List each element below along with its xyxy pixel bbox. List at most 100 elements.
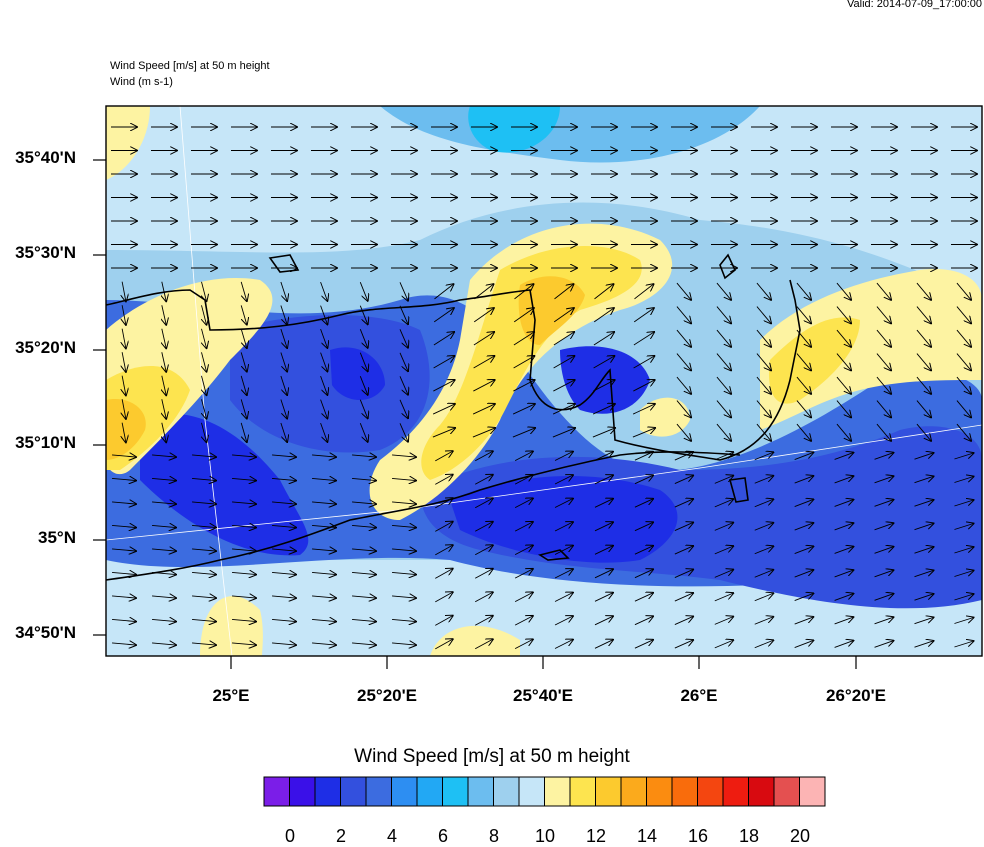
wind-arrow	[954, 453, 973, 460]
wind-arrow	[956, 282, 971, 300]
colorbar-swatch	[722, 776, 749, 807]
wind-arrow	[916, 376, 931, 394]
wind-arrow	[554, 499, 573, 508]
wind-arrow	[272, 572, 296, 574]
wind-arrow	[554, 593, 573, 602]
wind-arrow	[794, 546, 814, 555]
wind-arrow	[162, 352, 166, 372]
wind-arrow	[474, 569, 493, 579]
lon-label: 25°E	[212, 686, 250, 705]
wind-speed-field	[106, 106, 982, 656]
wind-arrow	[433, 308, 454, 323]
wind-arrow	[676, 329, 691, 347]
wind-arrow	[554, 522, 573, 532]
colorbar-swatch	[391, 776, 418, 807]
wind-arrow	[240, 305, 247, 324]
wind-arrow	[594, 640, 613, 649]
wind-arrow	[513, 332, 534, 346]
wind-arrow	[714, 546, 733, 555]
wind-arrow	[192, 455, 216, 457]
wind-arrow	[676, 306, 691, 324]
wind-arrow	[392, 502, 416, 504]
wind-arrow	[359, 399, 367, 419]
wind-arrow	[914, 500, 934, 507]
wind-arrow	[916, 282, 931, 300]
wind-arrow	[392, 572, 416, 574]
wind-arrow	[312, 478, 336, 480]
wind-arrow	[474, 639, 493, 650]
wind-arrow	[794, 617, 814, 625]
wind-arrow	[674, 593, 693, 602]
wind-arrow	[202, 399, 207, 418]
wind-arrow	[399, 352, 408, 371]
wind-arrow	[399, 282, 408, 300]
colorbar-swatch	[289, 776, 316, 807]
wind-arrow	[473, 356, 495, 369]
wind-arrow	[162, 305, 166, 325]
wind-arrow	[152, 596, 176, 598]
wind-arrow	[796, 400, 811, 418]
wind-arrow	[272, 596, 296, 598]
wind-arrow	[632, 404, 655, 415]
wind-arrow	[152, 549, 176, 551]
wind-arrow	[794, 452, 814, 461]
wind-arrow	[954, 477, 973, 483]
wind-arrow	[914, 523, 934, 531]
wind-arrow	[674, 522, 693, 531]
wind-arrow	[954, 594, 973, 601]
wind-arrow	[594, 522, 613, 532]
wind-arrow	[474, 545, 493, 556]
vector-title: Wind (m s-1)	[110, 76, 173, 88]
wind-arrow	[874, 547, 894, 554]
wind-arrow	[874, 641, 894, 648]
wind-arrow	[435, 569, 452, 579]
wind-arrow	[754, 452, 774, 461]
wind-arrow	[674, 499, 693, 508]
wind-arrow	[634, 452, 653, 461]
wind-arrow	[472, 404, 495, 415]
wind-arrow	[876, 400, 891, 418]
wind-arrow	[954, 641, 973, 648]
wind-arrow	[552, 404, 575, 415]
wind-arrow	[593, 308, 614, 323]
wind-arrow	[433, 356, 455, 369]
wind-arrow	[433, 332, 454, 346]
wind-arrow	[676, 353, 691, 371]
wind-arrow	[122, 281, 126, 302]
wind-arrow	[676, 376, 691, 394]
wind-arrow	[594, 499, 613, 508]
colorbar-swatch	[569, 776, 596, 807]
wind-arrow	[152, 643, 176, 645]
wind-arrow	[514, 522, 533, 532]
wind-arrow	[162, 375, 166, 396]
wind-arrow	[202, 305, 207, 324]
wind-arrow	[954, 618, 973, 624]
wind-arrow	[392, 525, 416, 527]
wind-arrow	[633, 308, 654, 323]
wind-arrow	[634, 616, 653, 626]
wind-arrow	[594, 616, 613, 626]
wind-arrow	[956, 306, 971, 324]
wind-arrow	[794, 593, 814, 602]
wind-arrow	[916, 329, 931, 347]
wind-arrow	[280, 305, 287, 324]
wind-arrow	[192, 478, 216, 480]
wind-arrow	[399, 305, 408, 324]
colorbar-swatch	[595, 776, 622, 807]
wind-arrow	[272, 478, 296, 480]
wind-arrow	[554, 569, 573, 579]
wind-arrow	[676, 282, 691, 300]
wind-arrow	[914, 547, 934, 554]
wind-arrow	[392, 478, 416, 480]
wind-arrow	[359, 282, 367, 301]
wind-arrow	[756, 423, 771, 441]
wind-arrow	[192, 572, 216, 574]
wind-arrow	[352, 572, 376, 574]
wind-arrow	[554, 546, 573, 555]
wind-arrow	[232, 643, 256, 645]
wind-arrow	[432, 428, 455, 438]
wind-arrow	[553, 380, 574, 392]
wind-arrow	[359, 376, 367, 395]
wind-arrow	[399, 329, 408, 347]
wind-arrow	[240, 281, 247, 301]
